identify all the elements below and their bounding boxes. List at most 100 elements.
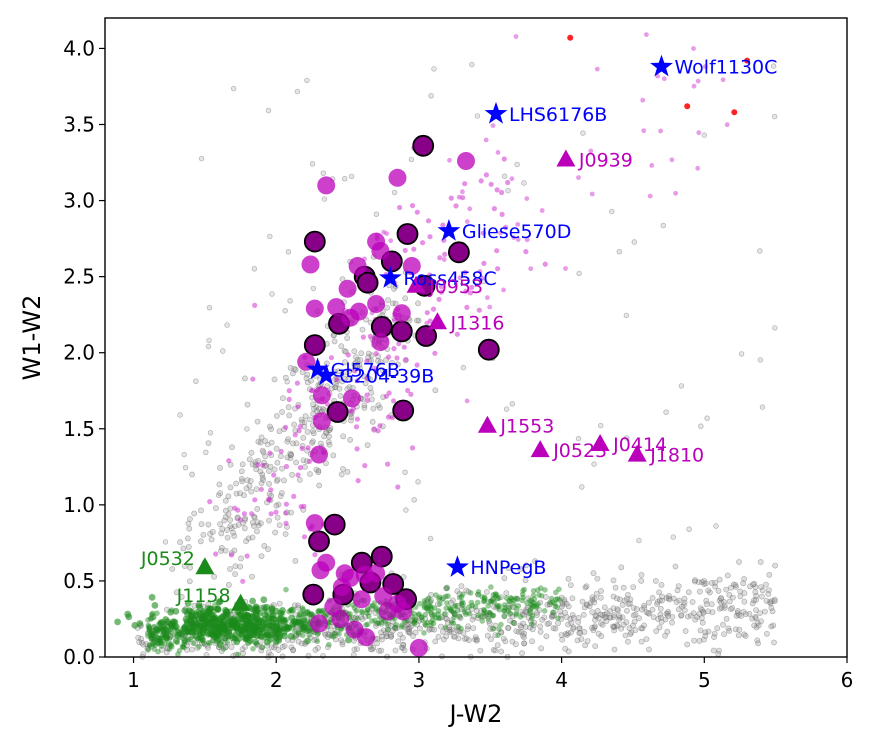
gray-field-point [544, 601, 551, 608]
green-field-point [354, 615, 361, 622]
gray-field-point [729, 605, 736, 611]
gray-field-point [378, 647, 385, 654]
large-magenta-marker [371, 333, 390, 352]
magenta-field-point [511, 235, 517, 241]
gray-field-point [465, 609, 471, 615]
green-field-point [529, 615, 535, 622]
large-magenta-marker [317, 176, 336, 195]
magenta-field-point [441, 257, 447, 262]
green-field-point [364, 606, 371, 612]
gray-field-point [715, 587, 722, 594]
green-field-point [331, 630, 338, 637]
green-field-point [273, 623, 280, 630]
gray-field-point [603, 614, 609, 620]
gray-field-point [736, 626, 743, 633]
green-field-point [185, 607, 193, 615]
green-field-point [475, 591, 481, 598]
gray-field-point [537, 628, 544, 635]
gray-field-point [292, 558, 299, 564]
outlined-circle-marker [302, 583, 325, 606]
gray-field-point [442, 611, 449, 618]
green-field-point [503, 595, 510, 601]
magenta-field-point [409, 445, 416, 451]
gray-field-point [511, 620, 518, 626]
green-field-point [260, 596, 268, 604]
gray-field-point [676, 597, 683, 604]
green-field-point [172, 607, 180, 615]
green-field-point [439, 596, 446, 603]
green-field-point [498, 621, 504, 628]
gray-field-point [193, 378, 199, 384]
gray-field-point [227, 517, 233, 523]
gray-field-point [218, 548, 224, 554]
gray-field-point [248, 449, 255, 456]
magenta-field-point [365, 397, 371, 403]
green-field-point [145, 630, 151, 636]
gray-field-point [750, 581, 756, 588]
gray-field-point [427, 535, 434, 542]
green-field-point [336, 631, 342, 637]
magenta-field-point [391, 398, 397, 404]
magenta-field-point [424, 310, 430, 316]
green-field-point [475, 612, 482, 619]
gray-field-point [567, 616, 574, 622]
green-field-point [146, 642, 153, 649]
gray-field-point [590, 570, 597, 577]
gray-field-point [249, 519, 256, 526]
gray-field-point [260, 477, 267, 483]
gray-field-point [455, 628, 461, 635]
outlined-circle-marker [477, 338, 500, 361]
green-field-point [374, 620, 381, 626]
gray-field-point [757, 559, 764, 565]
gray-field-point [716, 647, 722, 654]
green-field-point [524, 600, 530, 606]
gray-field-point [402, 469, 408, 475]
gray-field-point [636, 537, 642, 544]
gray-field-point [228, 644, 235, 650]
green-field-point [489, 613, 496, 619]
green-field-point [359, 610, 365, 616]
gray-field-point [289, 440, 296, 447]
green-field-point [315, 608, 321, 614]
gray-field-point [344, 335, 351, 341]
green-field-point [148, 628, 155, 634]
gray-field-point [525, 604, 531, 611]
gray-field-point [663, 409, 669, 415]
gray-field-point [505, 605, 512, 612]
gray-field-point [582, 642, 588, 649]
magenta-field-point [373, 368, 379, 374]
gray-field-point [269, 291, 275, 297]
gray-field-point [295, 638, 302, 645]
gray-field-point [599, 622, 606, 628]
green-field-point [535, 587, 541, 593]
gray-field-point [666, 593, 672, 599]
gray-field-point [681, 607, 688, 614]
gray-field-point [215, 492, 222, 498]
green-field-point [252, 638, 259, 646]
gray-field-point [191, 510, 198, 517]
magenta-field-point [403, 357, 409, 363]
magenta-field-point [384, 231, 390, 237]
large-magenta-marker [327, 298, 346, 317]
gray-field-point [771, 598, 778, 605]
magenta-field-point [440, 222, 446, 228]
magenta-field-point [515, 237, 521, 243]
gray-field-point [273, 413, 280, 419]
magenta-field-point [542, 261, 548, 267]
green-field-point [168, 629, 174, 635]
green-field-point [364, 607, 371, 614]
gray-field-point [276, 522, 283, 528]
gray-field-point [244, 426, 250, 432]
green-field-point [423, 605, 430, 612]
gray-field-point [565, 575, 572, 582]
large-magenta-marker [338, 279, 357, 298]
green-field-point [231, 620, 238, 628]
magenta-field-point [408, 391, 414, 397]
green-field-point [300, 617, 308, 625]
green-field-point [428, 606, 435, 612]
magenta-field-point [354, 446, 360, 452]
gray-field-point [342, 369, 349, 376]
green-field-point [224, 633, 232, 640]
magenta-field-point [588, 148, 594, 154]
gray-field-point [408, 156, 415, 163]
